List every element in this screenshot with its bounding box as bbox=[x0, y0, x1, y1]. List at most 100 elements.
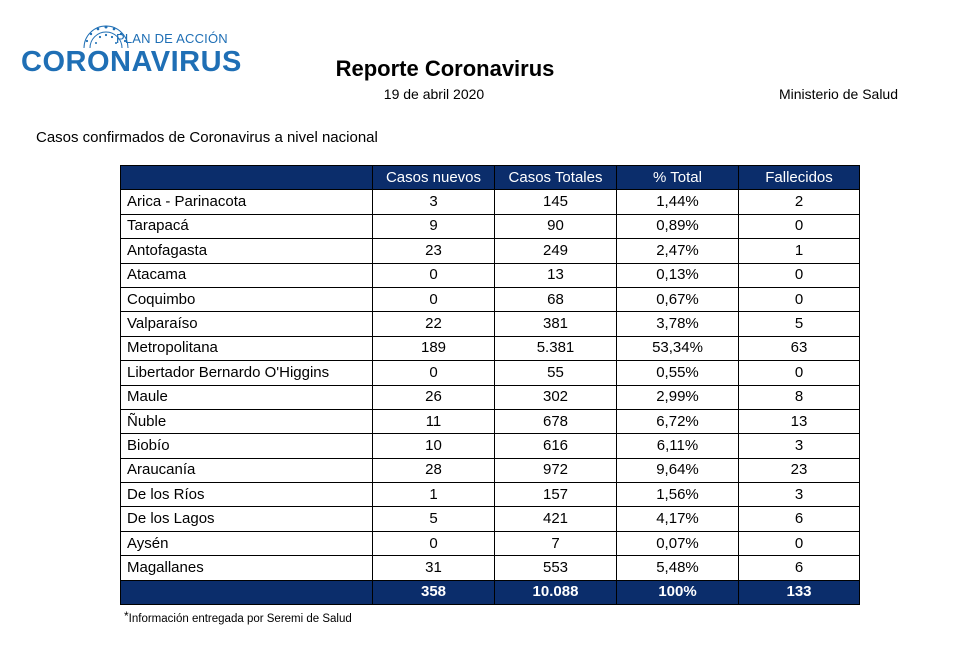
table-row: De los Ríos 1 157 1,56% 3 bbox=[120, 482, 860, 508]
percent-cell: 5,48% bbox=[616, 555, 739, 581]
total-cases-cell: 68 bbox=[494, 286, 617, 313]
percent-cell: 0,07% bbox=[616, 530, 739, 557]
table-row: Aysén 0 7 0,07% 0 bbox=[120, 530, 860, 557]
logo-wordmark: CORONAVIRUS bbox=[21, 46, 242, 78]
table-row: Ñuble 11 678 6,72% 13 bbox=[120, 408, 860, 435]
deaths-cell: 13 bbox=[738, 408, 860, 435]
region-cell: Tarapacá bbox=[120, 213, 373, 240]
deaths-cell: 6 bbox=[738, 555, 860, 581]
total-cases-cell: 5.381 bbox=[494, 335, 617, 362]
percent-cell: 0,55% bbox=[616, 360, 739, 386]
total-cases-cell: 972 bbox=[494, 457, 617, 484]
total-percent-cell: 100% bbox=[616, 579, 739, 606]
table-row: Antofagasta 23 249 2,47% 1 bbox=[120, 238, 860, 264]
deaths-cell: 0 bbox=[738, 213, 860, 240]
region-cell: De los Lagos bbox=[120, 506, 373, 532]
percent-cell: 0,67% bbox=[616, 286, 739, 313]
deaths-cell: 6 bbox=[738, 506, 860, 532]
new-cases-cell: 31 bbox=[372, 555, 495, 581]
total-cases-cell: 157 bbox=[494, 482, 617, 508]
new-cases-cell: 0 bbox=[372, 530, 495, 557]
table-row: Coquimbo 0 68 0,67% 0 bbox=[120, 286, 860, 313]
new-cases-cell: 22 bbox=[372, 311, 495, 337]
cases-table: Casos nuevos Casos Totales % Total Falle… bbox=[120, 164, 860, 606]
region-cell: De los Ríos bbox=[120, 482, 373, 508]
percent-cell: 1,56% bbox=[616, 482, 739, 508]
new-cases-cell: 1 bbox=[372, 482, 495, 508]
new-cases-cell: 0 bbox=[372, 262, 495, 288]
total-new-cases-cell: 358 bbox=[372, 579, 495, 606]
new-cases-cell: 3 bbox=[372, 189, 495, 215]
table-row: Tarapacá 9 90 0,89% 0 bbox=[120, 213, 860, 240]
percent-cell: 53,34% bbox=[616, 335, 739, 362]
deaths-cell: 1 bbox=[738, 238, 860, 264]
region-cell: Biobío bbox=[120, 433, 373, 459]
table-row: Arica - Parinacota 3 145 1,44% 2 bbox=[120, 189, 860, 215]
deaths-cell: 0 bbox=[738, 286, 860, 313]
new-cases-cell: 28 bbox=[372, 457, 495, 484]
ministry-label: Ministerio de Salud bbox=[778, 86, 898, 102]
total-cases-cell: 145 bbox=[494, 189, 617, 215]
total-cases-cell: 421 bbox=[494, 506, 617, 532]
logo-tagline: PLAN DE ACCIÓN bbox=[116, 31, 228, 46]
new-cases-cell: 11 bbox=[372, 408, 495, 435]
table-row: Metropolitana 189 5.381 53,34% 63 bbox=[120, 335, 860, 362]
total-cases-cell: 55 bbox=[494, 360, 617, 386]
region-cell: Magallanes bbox=[120, 555, 373, 581]
report-title: Reporte Coronavirus bbox=[335, 56, 555, 81]
percent-cell: 0,89% bbox=[616, 213, 739, 240]
column-header-region bbox=[120, 164, 373, 191]
percent-cell: 4,17% bbox=[616, 506, 739, 532]
total-cases-cell: 553 bbox=[494, 555, 617, 581]
footnote-text: Información entregada por Seremi de Salu… bbox=[128, 613, 352, 625]
coronavirus-plan-logo: PLAN DE ACCIÓN CORONAVIRUS bbox=[20, 22, 241, 82]
percent-cell: 0,13% bbox=[616, 262, 739, 288]
government-seal-icon bbox=[83, 25, 129, 49]
deaths-cell: 3 bbox=[738, 482, 860, 508]
table-header-row: Casos nuevos Casos Totales % Total Falle… bbox=[120, 164, 860, 191]
region-cell: Coquimbo bbox=[120, 286, 373, 313]
new-cases-cell: 5 bbox=[372, 506, 495, 532]
percent-cell: 6,11% bbox=[616, 433, 739, 459]
totals-label-cell bbox=[120, 579, 373, 606]
region-cell: Ñuble bbox=[120, 408, 373, 435]
footnote-marker: * bbox=[124, 609, 129, 623]
table-row: De los Lagos 5 421 4,17% 6 bbox=[120, 506, 860, 532]
deaths-cell: 8 bbox=[738, 384, 860, 410]
percent-cell: 2,99% bbox=[616, 384, 739, 410]
deaths-cell: 2 bbox=[738, 189, 860, 215]
table-row: Valparaíso 22 381 3,78% 5 bbox=[120, 311, 860, 337]
column-header-total-cases: Casos Totales bbox=[494, 164, 617, 191]
total-cases-cell: 249 bbox=[494, 238, 617, 264]
deaths-cell: 3 bbox=[738, 433, 860, 459]
percent-cell: 2,47% bbox=[616, 238, 739, 264]
column-header-percent-total: % Total bbox=[616, 164, 739, 191]
table-row: Araucanía 28 972 9,64% 23 bbox=[120, 457, 860, 484]
percent-cell: 9,64% bbox=[616, 457, 739, 484]
table-subtitle: Casos confirmados de Coronavirus a nivel… bbox=[36, 129, 378, 146]
table-row: Maule 26 302 2,99% 8 bbox=[120, 384, 860, 410]
table-row: Biobío 10 616 6,11% 3 bbox=[120, 433, 860, 459]
deaths-cell: 5 bbox=[738, 311, 860, 337]
region-cell: Atacama bbox=[120, 262, 373, 288]
region-cell: Valparaíso bbox=[120, 311, 373, 337]
total-cases-cell: 90 bbox=[494, 213, 617, 240]
region-cell: Libertador Bernardo O'Higgins bbox=[120, 360, 373, 386]
table-row: Libertador Bernardo O'Higgins 0 55 0,55%… bbox=[120, 360, 860, 386]
table-row: Atacama 0 13 0,13% 0 bbox=[120, 262, 860, 288]
new-cases-cell: 23 bbox=[372, 238, 495, 264]
total-deaths-cell: 133 bbox=[738, 579, 860, 606]
column-header-deaths: Fallecidos bbox=[738, 164, 860, 191]
total-cases-cell: 13 bbox=[494, 262, 617, 288]
total-cases-cell: 678 bbox=[494, 408, 617, 435]
totals-row: 358 10.088 100% 133 bbox=[120, 579, 860, 606]
new-cases-cell: 10 bbox=[372, 433, 495, 459]
new-cases-cell: 26 bbox=[372, 384, 495, 410]
region-cell: Antofagasta bbox=[120, 238, 373, 264]
total-cases-cell: 616 bbox=[494, 433, 617, 459]
region-cell: Aysén bbox=[120, 530, 373, 557]
deaths-cell: 0 bbox=[738, 262, 860, 288]
table-row: Magallanes 31 553 5,48% 6 bbox=[120, 555, 860, 581]
percent-cell: 6,72% bbox=[616, 408, 739, 435]
deaths-cell: 23 bbox=[738, 457, 860, 484]
